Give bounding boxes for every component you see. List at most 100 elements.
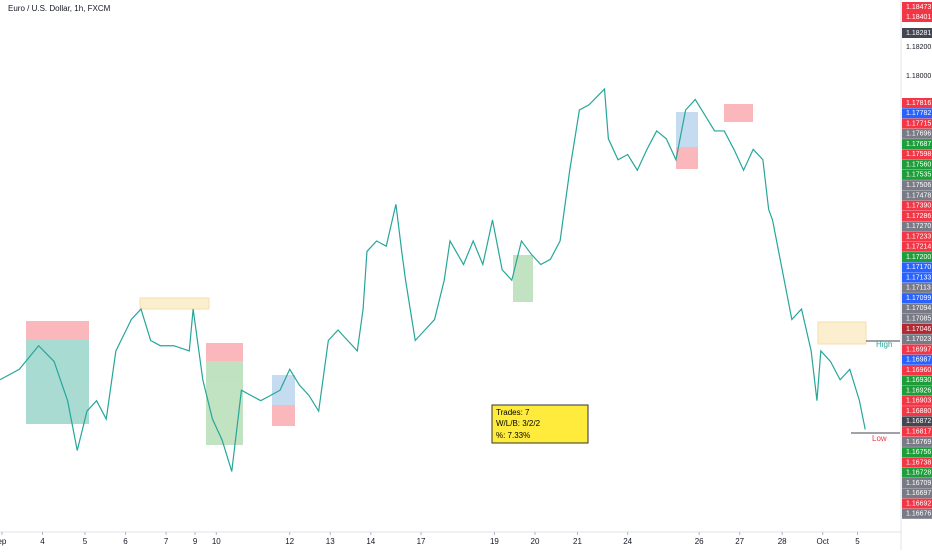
x-tick-label: 20 [531, 537, 540, 546]
price-label: 1.18281 [906, 30, 931, 37]
price-label: 1.16697 [906, 490, 931, 497]
price-label: 1.17200 [906, 254, 931, 261]
x-tick-label: 5 [855, 537, 860, 546]
x-tick-label: 13 [326, 537, 335, 546]
price-label: 1.16728 [906, 470, 931, 477]
trade-box [676, 112, 698, 147]
price-label-box [902, 180, 932, 191]
price-label-box [902, 488, 932, 499]
trade-target [206, 361, 243, 445]
price-label-box [902, 354, 932, 365]
price-label: 1.17233 [906, 233, 931, 240]
x-tick-label: 4 [40, 537, 45, 546]
price-label-box [902, 426, 932, 437]
price-label: 1.16676 [906, 511, 931, 518]
price-label-box [902, 272, 932, 283]
x-tick-label: 19 [490, 537, 499, 546]
price-label-box [902, 436, 932, 447]
price-label-box [902, 128, 932, 139]
price-label: 1.16738 [906, 459, 931, 466]
trade-target [26, 340, 89, 424]
trade-stop [206, 343, 243, 361]
price-label: 1.16880 [906, 408, 931, 415]
chart-title: Euro / U.S. Dollar, 1h, FXCM [8, 4, 111, 13]
x-tick-label: 7 [164, 537, 169, 546]
price-label-box [902, 385, 932, 396]
x-tick-label: 10 [212, 537, 221, 546]
trade-box [724, 104, 753, 122]
price-label: 1.17270 [906, 223, 931, 230]
stats-box [491, 404, 589, 444]
price-label-box [902, 200, 932, 211]
price-label: 1.16872 [906, 418, 931, 425]
price-label-box [902, 210, 932, 221]
price-label: 1.16769 [906, 439, 931, 446]
price-label: 1.17715 [906, 120, 931, 127]
price-label: 1.16903 [906, 398, 931, 405]
trade-box [139, 297, 210, 310]
price-label-box [902, 313, 932, 324]
x-tick-label: 9 [193, 537, 198, 546]
x-tick-label: Oct [817, 537, 830, 546]
stats-line: Trades: 7 [496, 408, 530, 417]
price-label: 1.16817 [906, 428, 931, 435]
low-label: Low [872, 434, 887, 443]
price-label-box [902, 118, 932, 129]
price-label: 1.17113 [906, 285, 931, 292]
price-label-box [902, 241, 932, 252]
price-label: 1.17696 [906, 131, 931, 138]
price-label: 1.16930 [906, 377, 931, 384]
price-label-box [902, 323, 932, 334]
price-label: 1.17816 [906, 100, 931, 107]
price-label-box [902, 416, 932, 427]
price-label: 1.16960 [906, 367, 931, 374]
price-label-box [902, 2, 932, 12]
x-tick-label: 17 [417, 537, 426, 546]
price-label: 1.16692 [906, 500, 931, 507]
trade-box [513, 255, 533, 302]
high-label: High [876, 340, 892, 349]
x-tick-label: 28 [778, 537, 787, 546]
price-label: 1.17687 [906, 141, 931, 148]
price-label: 1.17099 [906, 295, 931, 302]
price-label: 1.18200 [906, 44, 931, 51]
price-label-box [902, 28, 932, 38]
x-tick-label: 21 [573, 537, 582, 546]
price-label-box [902, 365, 932, 376]
x-tick-label: 12 [285, 537, 294, 546]
x-tick-label: 14 [366, 537, 375, 546]
price-label-box [902, 108, 932, 119]
price-label: 1.18401 [906, 14, 931, 21]
price-label: 1.17286 [906, 213, 931, 220]
price-label: 1.17170 [906, 264, 931, 271]
price-line [0, 87, 866, 472]
price-label-box [902, 498, 932, 509]
x-tick-label: 5 [83, 537, 88, 546]
price-label: 1.17506 [906, 182, 931, 189]
price-label-box [902, 252, 932, 263]
price-label-box [902, 12, 932, 22]
price-label-box [902, 303, 932, 314]
price-label-box [902, 221, 932, 232]
price-label: 1.16997 [906, 346, 931, 353]
price-label: 1.18000 [906, 73, 931, 80]
price-label: 1.17535 [906, 172, 931, 179]
price-label: 1.16926 [906, 387, 931, 394]
x-tick-label: 24 [623, 537, 632, 546]
price-label: 1.17214 [906, 244, 931, 251]
price-label: 1.17023 [906, 336, 931, 343]
trade-boxes [26, 104, 867, 445]
x-tick-label: 26 [695, 537, 704, 546]
price-label-box [902, 262, 932, 273]
price-label-box [902, 159, 932, 170]
price-label-box [902, 457, 932, 468]
price-label: 1.16709 [906, 480, 931, 487]
price-label-box [902, 190, 932, 201]
price-label-box [902, 477, 932, 488]
trade-box [272, 375, 295, 405]
price-label: 1.17478 [906, 192, 931, 199]
price-label: 1.17560 [906, 161, 931, 168]
trade-box [272, 405, 295, 426]
price-label: 1.17094 [906, 305, 931, 312]
price-label: 1.17133 [906, 274, 931, 281]
